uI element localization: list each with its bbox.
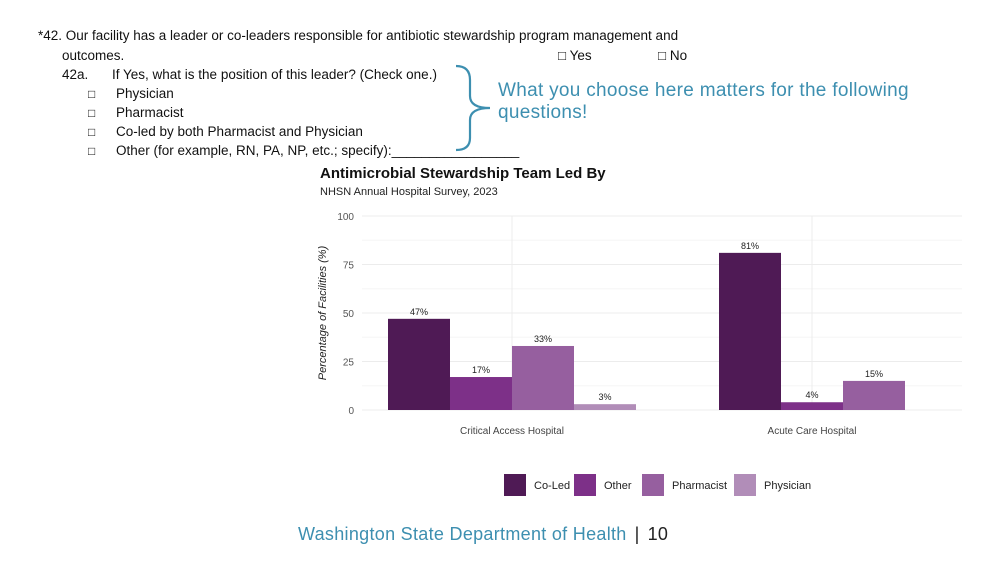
checkbox-icon: □ (88, 144, 96, 158)
choice-other: □ Other (for example, RN, PA, NP, etc.; s… (88, 141, 519, 162)
question-42-continuation: outcomes. (62, 48, 125, 63)
legend-swatch (504, 474, 526, 496)
footer-separator: | (634, 524, 640, 544)
bar-co-led (388, 318, 450, 410)
data-label: 3% (598, 392, 611, 402)
callout-note: What you choose here matters for the fol… (498, 80, 909, 123)
legend: Co-Led Other Pharmacist Physician (504, 474, 811, 496)
data-label: 47% (410, 307, 428, 317)
chart-subtitle: NHSN Annual Hospital Survey, 2023 (320, 186, 498, 198)
checkbox-icon: □ (88, 106, 96, 120)
legend-label: Pharmacist (672, 480, 727, 492)
bar-other (450, 377, 512, 410)
choice-label: Physician (116, 86, 174, 101)
choice-pharmacist: □ Pharmacist (88, 103, 184, 124)
data-label: 81% (741, 241, 759, 251)
question-42a-number: 42a. (62, 67, 89, 82)
x-tick-label: Critical Access Hospital (460, 426, 564, 437)
data-label: 4% (805, 390, 818, 400)
legend-label: Physician (764, 480, 811, 492)
chart-text: 0 25 50 75 100 47% 17% 33% 3% Critical Access Hos… (317, 212, 883, 437)
data-label: 15% (865, 369, 883, 379)
legend-label: Other (604, 480, 632, 492)
bar-other (781, 402, 843, 410)
choice-physician: □ Physician (88, 84, 174, 105)
checkbox-icon: □ (88, 125, 96, 139)
choice-label: Other (for example, RN, PA, NP, etc.; sp… (116, 143, 520, 158)
y-tick-label: 0 (348, 406, 354, 417)
no-option: □ No (658, 48, 688, 63)
legend-swatch (574, 474, 596, 496)
choice-co-led: □ Co-led by both Pharmacist and Physician (88, 122, 363, 143)
yes-option: □ Yes (558, 48, 592, 63)
chart-title: Antimicrobial Stewardship Team Led By (320, 165, 606, 182)
question-42-text: *42. Our facility has a leader or co-lea… (38, 28, 679, 43)
y-tick-label: 100 (337, 212, 354, 223)
legend-swatch (642, 474, 664, 496)
bar-pharmacist (843, 380, 905, 410)
bar-pharmacist (512, 345, 574, 410)
bar-chart: 0 25 50 75 100 47% 17% 33% 3% Critical Access Hos… (317, 212, 962, 496)
y-tick-label: 75 (343, 261, 355, 272)
bar-physician (574, 404, 636, 410)
data-label: 17% (472, 365, 490, 375)
bars (388, 252, 905, 410)
bar-co-led (719, 252, 781, 410)
legend-swatch (734, 474, 756, 496)
choice-label: Pharmacist (116, 105, 184, 120)
footer-org: Washington State Department of Health (298, 524, 627, 544)
curly-brace-icon (455, 64, 491, 152)
choice-label: Co-led by both Pharmacist and Physician (116, 124, 363, 139)
y-tick-label: 25 (343, 358, 355, 369)
question-42a-text: If Yes, what is the position of this lea… (112, 67, 437, 82)
y-tick-label: 50 (343, 309, 355, 320)
page-number: 10 (647, 524, 669, 544)
checkbox-icon: □ (88, 87, 96, 101)
legend-label: Co-Led (534, 480, 570, 492)
y-axis-title: Percentage of Facilities (%) (317, 245, 329, 380)
x-tick-label: Acute Care Hospital (768, 426, 857, 437)
footer: Washington State Department of Health | 10 (298, 524, 668, 545)
data-label: 33% (534, 334, 552, 344)
